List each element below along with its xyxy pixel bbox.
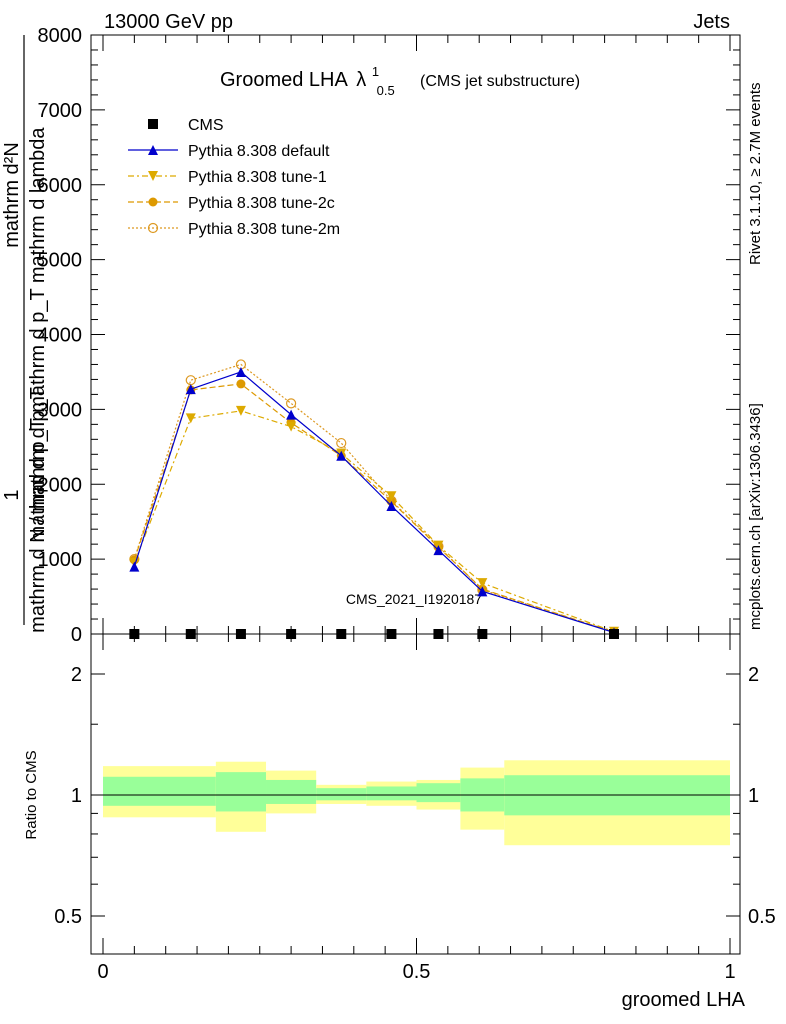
ylabel-numerator: mathrm d²N [1, 142, 23, 248]
ratio-inner-band [416, 783, 461, 803]
mc-point [336, 437, 347, 449]
y-tick-label: 0 [71, 624, 82, 646]
y-tick-label: 6000 [38, 175, 83, 197]
mc-point [286, 398, 297, 409]
legend-marker [148, 145, 158, 155]
ylabel-denominator: mathrm d p_T mathrm d p_T mathrm d lambd… [27, 127, 49, 543]
legend-label: Pythia 8.308 tune-2c [188, 195, 335, 212]
ratio-y-tick-label-right: 0.5 [748, 906, 776, 928]
legend-entry: CMS [148, 117, 224, 134]
chart-title-sub: 0.5 [377, 83, 395, 98]
header-process: Jets [693, 11, 730, 33]
y-tick-label: 1000 [38, 549, 83, 571]
ratio-y-tick-label: 2 [71, 664, 82, 686]
legend-marker [148, 171, 158, 181]
legend-entry: Pythia 8.308 default [128, 143, 330, 160]
mc-point [185, 384, 196, 395]
y-tick-label: 8000 [38, 25, 83, 47]
x-tick-label: 0 [97, 961, 108, 983]
y-tick-label: 3000 [38, 399, 83, 421]
legend-entry: Pythia 8.308 tune-2m [128, 221, 340, 238]
x-tick-label: 0.5 [403, 961, 431, 983]
main-x-ticks [102, 35, 731, 634]
chart-title: Groomed LHA λ 1 0.5 [220, 59, 395, 98]
legend-label: Pythia 8.308 default [188, 143, 330, 160]
ratio-bands [103, 760, 730, 846]
mc-point [336, 450, 347, 461]
ratio-inner-band [215, 772, 267, 812]
series-2 [129, 405, 620, 637]
series-line [133, 410, 615, 633]
mc-point [185, 375, 196, 386]
y-tick-label: 5000 [38, 250, 83, 272]
y-tick-label: 4000 [38, 325, 83, 347]
ratio-y-axis: 0.5 0.5 1 1 2 2 [54, 664, 776, 928]
series-line [133, 363, 615, 633]
ratio-inner-band [103, 776, 216, 806]
legend-marker [147, 222, 159, 234]
ratio-y-tick-label-right: 1 [748, 785, 759, 807]
ratio-inner-band [316, 788, 367, 801]
mcplots-info-text: mcplots.cern.ch [arXiv:1306.3436] [747, 403, 764, 630]
x-axis-label: groomed LHA [622, 989, 746, 1011]
ratio-y-tick-label-right: 2 [748, 664, 759, 686]
mc-point [286, 409, 297, 420]
ratio-y-tick-label: 0.5 [54, 906, 82, 928]
rivet-info-text: Rivet 3.1.10, ≥ 2.7M events [747, 83, 764, 266]
ylabel-prefix-num: 1 [1, 489, 23, 500]
mc-point [235, 366, 246, 377]
y-tick-label: 2000 [38, 474, 83, 496]
chart-title-sup: 1 [372, 64, 379, 79]
legend-entry: Pythia 8.308 tune-2c [128, 195, 335, 212]
legend-label: Pythia 8.308 tune-2m [188, 221, 340, 238]
y-tick-label: 7000 [38, 100, 83, 122]
mc-point [477, 586, 488, 597]
x-tick-label: 1 [724, 961, 735, 983]
legend-label: CMS [188, 117, 224, 134]
legend-label: Pythia 8.308 tune-1 [188, 169, 327, 186]
legend-marker [148, 197, 158, 207]
ratio-inner-band [366, 786, 417, 801]
ratio-panel: 0.5 0.51 12 2 0 0.5 1 Ratio to CMS groomed LH… [23, 633, 776, 1011]
analysis-watermark: CMS_2021_I1920187 [346, 591, 482, 607]
mc-point [185, 413, 196, 424]
mc-point [386, 491, 397, 502]
mc-point [433, 545, 444, 556]
ylabel-prefix-den: mathrm d N / mathrm d p_T [27, 387, 49, 633]
ratio-y-tick-label: 1 [71, 785, 82, 807]
chart-title-main: Groomed LHA [220, 69, 348, 91]
ratio-panel-frame [90, 633, 741, 955]
mc-point [129, 561, 140, 572]
mc-point [286, 421, 297, 432]
ratio-y-label: Ratio to CMS [23, 750, 40, 839]
legend-entry: Pythia 8.308 tune-1 [128, 169, 327, 186]
main-y-label: 1 mathrm d²N mathrm d p_T mathrm d p_T m… [1, 35, 49, 633]
mc-point [236, 379, 246, 389]
legend-marker [148, 119, 158, 129]
chart-subtitle: (CMS jet substructure) [420, 73, 580, 90]
chart-title-symbol: λ [356, 69, 366, 91]
ratio-x-axis: 0 0.5 1 [97, 634, 736, 983]
main-y-axis: 0 1000 2000 3000 4000 5000 6000 7000 8000 [38, 25, 740, 646]
legend: CMS Pythia 8.308 default Pythia 8.308 tune… [128, 117, 340, 238]
mc-point [235, 405, 246, 416]
header-energy: 13000 GeV pp [104, 11, 233, 33]
series-1 [129, 366, 620, 638]
ratio-inner-band [266, 779, 317, 804]
mc-point [477, 578, 488, 589]
main-panel: 0 1000 2000 3000 4000 5000 6000 7000 8000 Groome… [1, 25, 741, 646]
mc-point [386, 500, 397, 511]
